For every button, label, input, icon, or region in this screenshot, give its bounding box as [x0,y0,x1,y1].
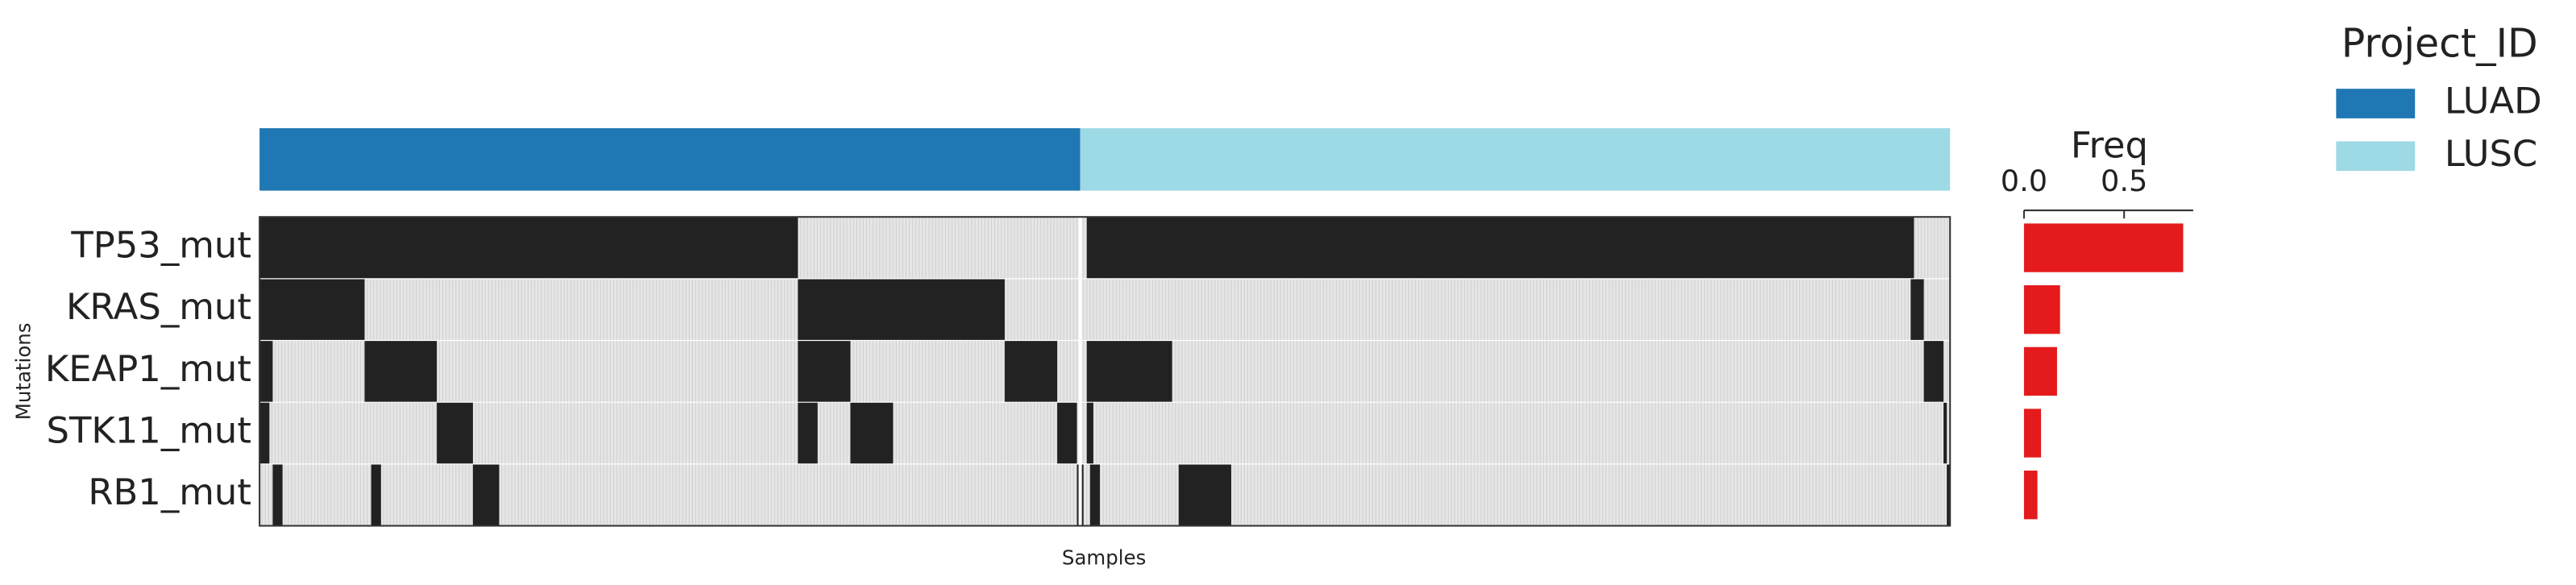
mutation-cell [259,340,273,403]
mutation-cell [850,402,894,464]
mutation-cell [1057,402,1077,464]
mutation-cell [1923,340,1944,403]
heatmap-frame [259,216,1952,527]
mutation-cell [1086,402,1093,464]
y-axis-label: Mutations [12,322,35,420]
freq-bar [2023,285,2060,334]
legend-label: LUSC [2445,132,2537,175]
mutation-cell [1089,463,1101,526]
mutation-cell [1086,340,1172,403]
row-label: STK11_mut [47,409,251,452]
legend-swatch [2336,89,2416,118]
mutation-cell [272,463,283,526]
mutation-cell [371,463,381,526]
mutation-cell [1178,463,1232,526]
mutation-cell [1947,463,1951,526]
mutation-cell [259,402,270,464]
row-label: TP53_mut [70,224,251,267]
mutation-cell [798,278,1005,341]
mutation-cell [364,340,438,403]
freq-bar [2023,471,2038,520]
mutation-cell [798,340,851,403]
x-axis-label: Samples [1062,546,1146,569]
legend-label: LUAD [2445,80,2542,122]
mutation-cell [1943,402,1948,464]
legend-title: Project_ID [2342,21,2538,67]
freq-tick-label: 0.0 [2001,164,2047,198]
mutation-cell [1086,217,1914,279]
mutation-cell [259,217,799,279]
annotation-cell [1080,128,1951,191]
freq-bar [2023,409,2042,458]
mutation-cell [472,463,500,526]
row-label: KRAS_mut [66,285,251,328]
row-label: RB1_mut [88,471,251,513]
mutation-cell [1910,278,1924,341]
mutation-cell [1004,340,1058,403]
freq-tick-label: 0.5 [2101,164,2147,198]
row-label: KEAP1_mut [45,347,251,390]
annotation-cell [259,128,1081,191]
freq-bar [2023,346,2057,396]
mutation-cell [437,402,473,464]
freq-bar [2023,223,2184,272]
legend-swatch [2336,141,2416,172]
mutation-cell [259,278,365,341]
mutation-cell [798,402,818,464]
freq-title: Freq [2071,124,2148,167]
